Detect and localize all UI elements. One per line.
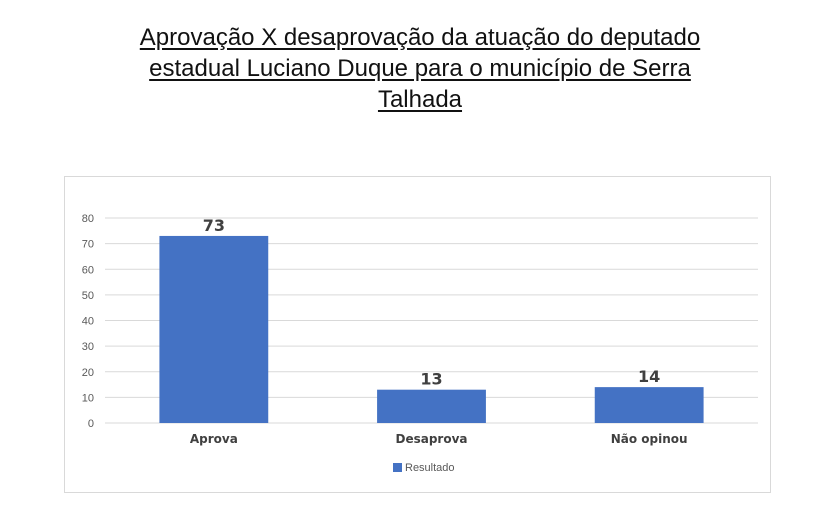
y-tick-label: 50 <box>82 290 94 302</box>
x-tick-label: Desaprova <box>395 432 467 446</box>
title-line: Aprovação X desaprovação da atuação do d… <box>139 24 701 51</box>
bar <box>377 389 486 423</box>
bar <box>594 387 704 423</box>
legend-swatch <box>393 463 402 472</box>
x-tick-label: Não opinou <box>611 432 688 446</box>
legend-label: Resultado <box>405 462 455 474</box>
data-label: 14 <box>638 367 660 386</box>
y-tick-label: 80 <box>82 213 94 225</box>
y-tick-label: 20 <box>82 367 94 379</box>
bar-chart: 0 10 20 30 40 50 60 70 80 73 Aprova 13 Desaprova 14 Nã… <box>82 213 758 474</box>
chart-area: 0 10 20 30 40 50 60 70 80 73 Aprova 13 Desaprova 14 Nã… <box>64 176 771 493</box>
bar <box>159 235 269 423</box>
y-tick-label: 30 <box>82 341 94 353</box>
y-tick-label: 10 <box>82 392 94 404</box>
page-title: Aprovação X desaprovação da atuação do d… <box>90 22 750 115</box>
data-label: 73 <box>203 216 225 235</box>
y-tick-label: 0 <box>88 418 94 430</box>
y-tick-label: 40 <box>82 316 94 328</box>
x-tick-label: Aprova <box>190 432 238 446</box>
y-tick-label: 60 <box>82 264 94 276</box>
title-line: estadual Luciano Duque para o município … <box>149 55 691 82</box>
title-line: Talhada <box>377 86 463 113</box>
y-tick-label: 70 <box>82 239 94 251</box>
data-label: 13 <box>420 370 442 389</box>
